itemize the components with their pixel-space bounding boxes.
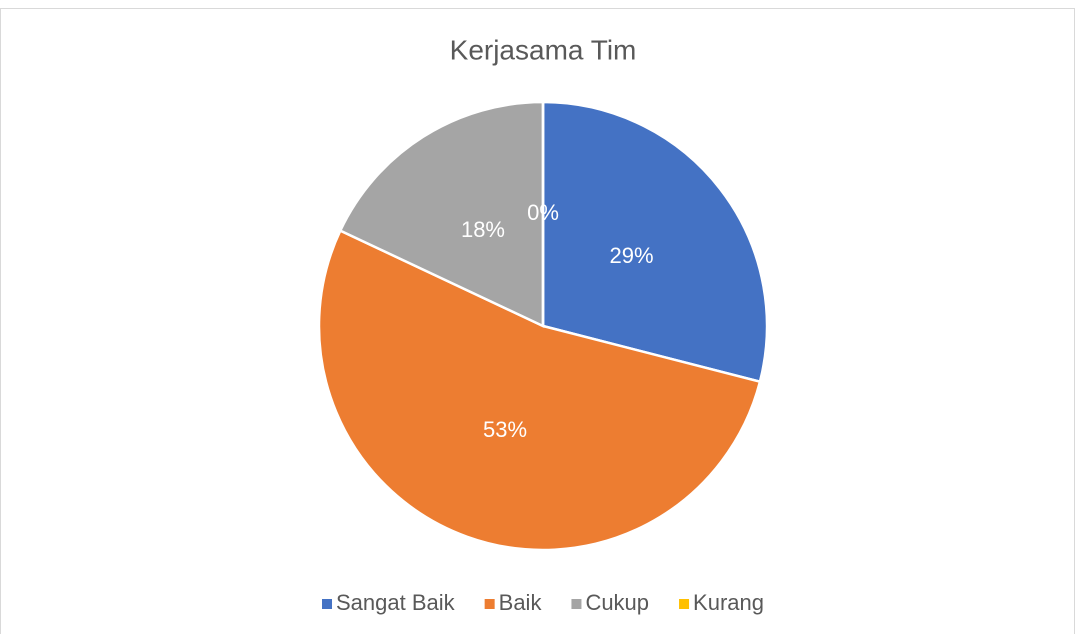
chart-title: Kerjasama Tim — [450, 34, 637, 65]
data-label: 53% — [483, 417, 527, 442]
legend-label: Kurang — [693, 590, 764, 615]
pie-slice — [338, 100, 545, 328]
legend-swatch — [322, 599, 333, 609]
legend-label: Sangat Baik — [336, 590, 456, 615]
legend-swatch — [679, 599, 690, 609]
legend-label: Cukup — [585, 590, 649, 615]
legend-swatch — [484, 599, 495, 609]
pie-slice — [541, 100, 769, 384]
legend-swatch — [571, 599, 582, 609]
data-label: 0% — [527, 200, 559, 225]
data-label: 29% — [609, 243, 653, 268]
data-label: 18% — [461, 217, 505, 242]
legend-label: Baik — [499, 590, 543, 615]
pie-slice — [317, 228, 762, 552]
